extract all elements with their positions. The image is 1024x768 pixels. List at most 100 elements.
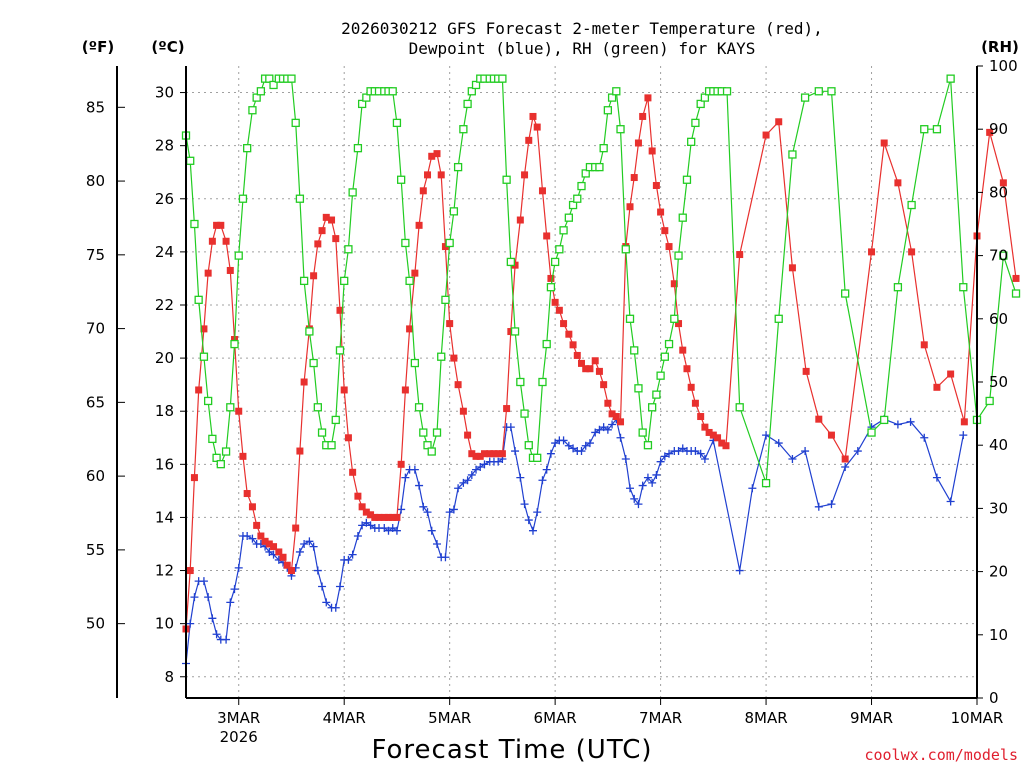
dewpoint-point <box>322 598 331 607</box>
rh-point <box>388 87 397 96</box>
rh-point <box>621 245 630 254</box>
rh-point <box>648 403 657 412</box>
temperature-point <box>239 452 247 460</box>
temperature-point <box>880 139 888 147</box>
dewpoint-point <box>626 484 635 493</box>
rh-point <box>814 87 823 96</box>
dewpoint-point <box>788 455 797 464</box>
rh-point <box>392 118 402 128</box>
rh-point <box>656 371 665 380</box>
rh-point <box>827 87 836 96</box>
x-tick-label: 10MAR <box>951 709 1004 727</box>
rh-point <box>427 447 436 456</box>
temperature-point <box>222 237 230 245</box>
dewpoint-point <box>318 582 327 591</box>
rh-point <box>638 428 647 437</box>
dewpoint-point <box>735 566 744 575</box>
rh-point <box>1011 289 1021 298</box>
rh-point <box>774 314 783 323</box>
dewpoint-point <box>419 502 428 511</box>
x-tick-label: 5MAR <box>428 709 471 727</box>
dewpoint-point <box>551 439 560 448</box>
rh-point <box>248 106 257 115</box>
temperature-point <box>511 261 519 269</box>
temperature-point <box>490 450 498 458</box>
temperature-point <box>332 235 340 243</box>
dewpoint-point <box>691 447 700 456</box>
temperature-point <box>472 452 480 460</box>
dewpoint-point <box>577 447 586 456</box>
temperature-point <box>595 367 603 375</box>
rh-point <box>397 175 406 184</box>
temperature-point <box>270 543 278 551</box>
rh-point <box>625 314 635 323</box>
temperature-point <box>516 216 524 224</box>
rh-point <box>682 175 692 184</box>
temperature-point <box>362 508 370 516</box>
dewpoint-point <box>748 484 757 493</box>
rh-point <box>498 74 507 83</box>
temperature-point <box>208 237 216 245</box>
rh-point <box>348 188 357 197</box>
dewpoint-point <box>528 526 537 535</box>
axes <box>116 65 983 705</box>
rh-point <box>550 257 560 267</box>
temperature-point <box>454 381 462 389</box>
dewpoint-point <box>652 470 661 479</box>
dewpoint-point <box>212 630 221 639</box>
temperature-point <box>415 221 423 229</box>
temperature-point <box>815 415 823 423</box>
dewpoint-point <box>362 518 371 527</box>
celsius-tick-label: 14 <box>155 508 174 526</box>
temperature-point <box>349 468 357 476</box>
rh-point <box>463 99 472 109</box>
rh-point <box>340 276 349 286</box>
celsius-tick-label: 16 <box>155 455 174 473</box>
dewpoint-point <box>603 425 612 434</box>
rh-point <box>305 327 314 336</box>
dewpoint-point <box>392 526 401 535</box>
dewpoint-point <box>358 521 367 530</box>
dewpoint-point <box>397 505 406 514</box>
temperature-point <box>503 405 511 413</box>
temperature-point <box>565 330 573 338</box>
temperature-point <box>608 410 616 418</box>
dewpoint-point <box>827 500 836 509</box>
rh-point <box>199 352 209 361</box>
celsius-tick-label: 28 <box>155 137 174 155</box>
rh-point <box>234 251 243 260</box>
rh-tick-label: 100 <box>989 57 1018 75</box>
temperature-point <box>827 431 835 439</box>
dewpoint-point <box>959 431 968 440</box>
rh-point <box>612 87 621 96</box>
rh-tick-label: 0 <box>989 689 999 707</box>
temperature-point <box>283 561 291 569</box>
temperature-point <box>328 216 336 224</box>
rh-point <box>287 74 296 83</box>
rh-point <box>327 441 336 450</box>
rh-point <box>568 200 578 210</box>
x-tick-label: 8MAR <box>744 709 787 727</box>
rh-point <box>221 447 231 456</box>
temperature-point <box>718 439 726 447</box>
temperature-point <box>358 503 366 511</box>
rh-point <box>506 257 515 267</box>
fahrenheit-tick-label: 65 <box>86 393 105 411</box>
x-tick-year-label: 2026 <box>220 728 258 746</box>
dewpoint-point <box>186 619 195 628</box>
temperature-point <box>204 269 212 277</box>
x-tick-label: 7MAR <box>639 709 682 727</box>
temperature-point <box>560 320 568 328</box>
dewpoint-point <box>946 497 955 506</box>
dewpoint-point <box>774 439 783 448</box>
dewpoint-point <box>335 582 344 591</box>
rh-point <box>401 238 410 248</box>
rh-point <box>238 194 248 203</box>
temperature-point <box>639 112 647 120</box>
dewpoint-point <box>423 508 432 517</box>
dewpoint-point <box>638 481 647 490</box>
temperature-point <box>578 359 585 367</box>
temperature-point <box>529 112 537 120</box>
dewpoint-point <box>595 425 604 434</box>
